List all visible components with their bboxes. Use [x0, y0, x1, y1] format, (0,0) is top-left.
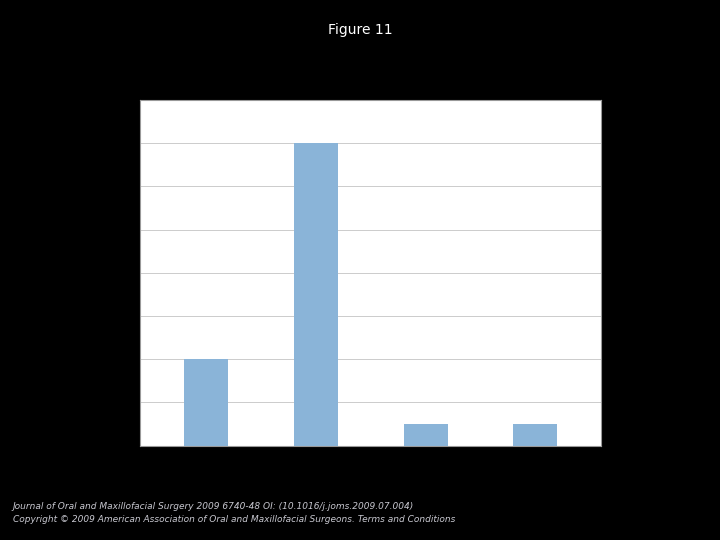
X-axis label: Follow-up Time (year): Follow-up Time (year) [303, 471, 438, 484]
Bar [513, 424, 557, 446]
Text: Figure 11: Figure 11 [328, 23, 392, 37]
Y-axis label: Number of Implants: Number of Implants [97, 211, 110, 335]
Bar [184, 359, 228, 446]
Bar [404, 424, 448, 446]
Text: Journal of Oral and Maxillofacial Surgery 2009 6740-48 OI: (10.1016/j.joms.2009.: Journal of Oral and Maxillofacial Surger… [13, 502, 414, 511]
Bar [294, 143, 338, 446]
Text: Copyright © 2009 American Association of Oral and Maxillofacial Surgeons. Terms : Copyright © 2009 American Association of… [13, 515, 455, 524]
